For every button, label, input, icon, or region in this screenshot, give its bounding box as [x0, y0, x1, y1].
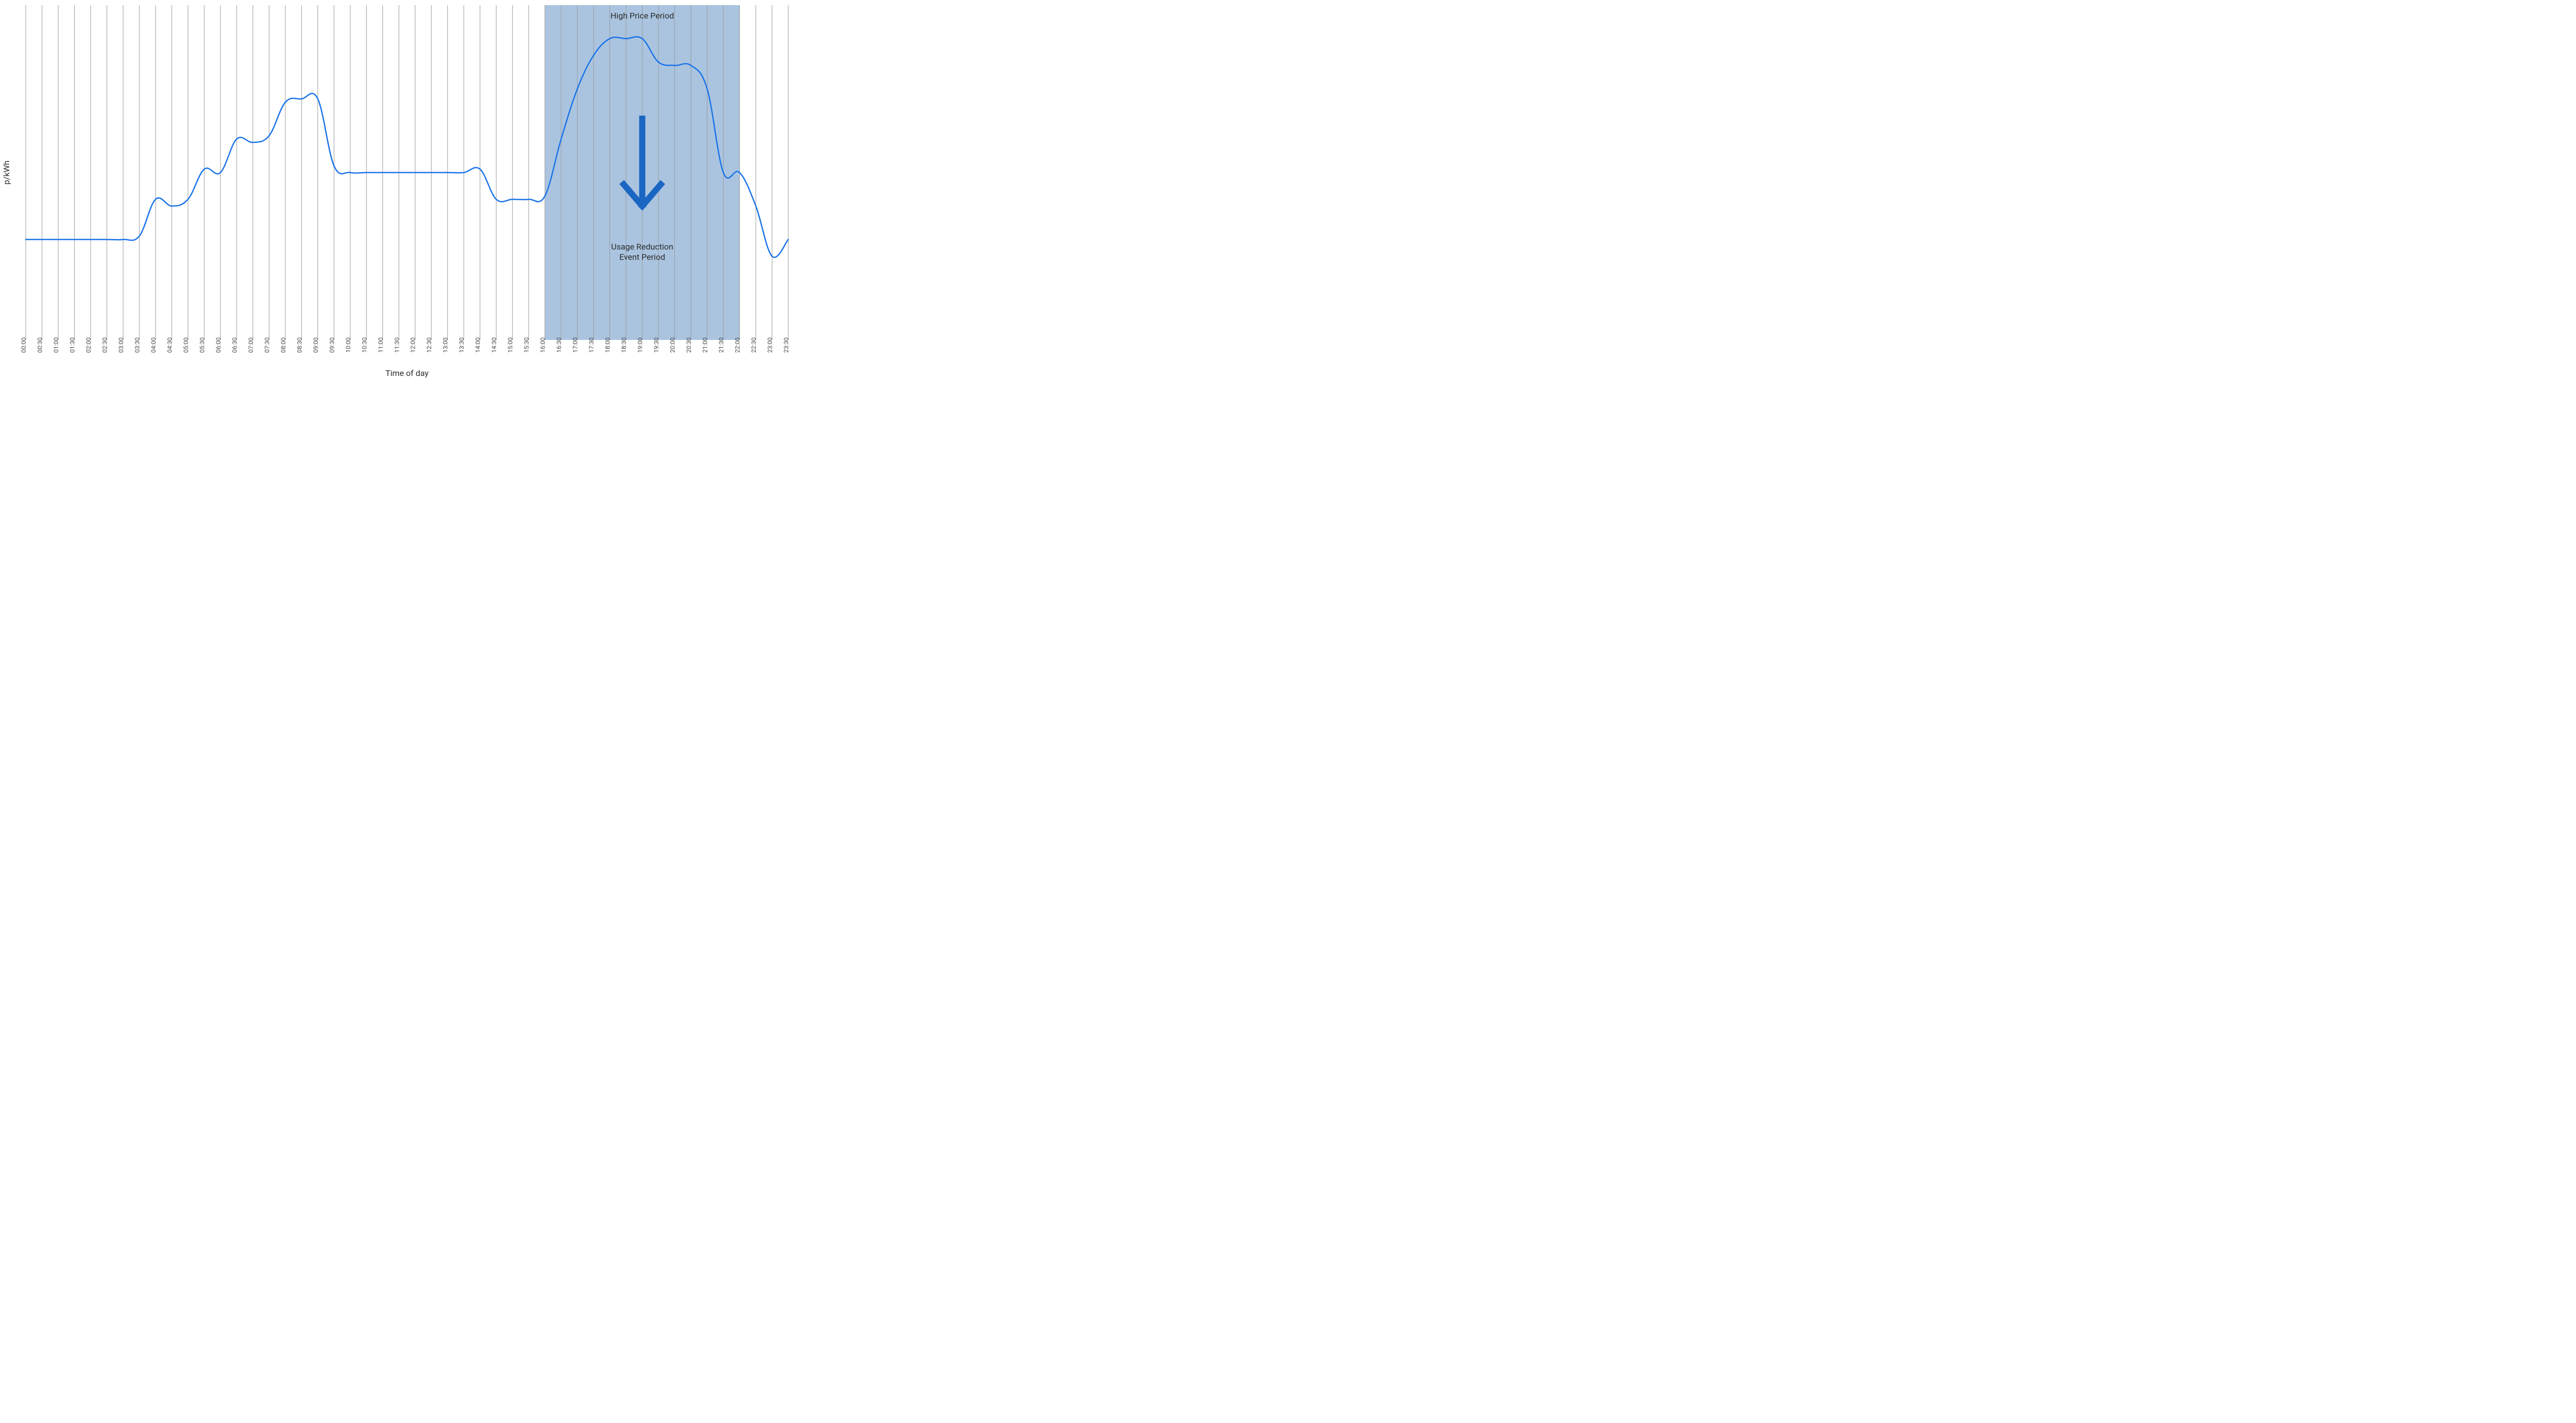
y-axis-label: p/kWh	[2, 161, 11, 185]
x-tick-label: 10:00	[345, 337, 352, 353]
x-tick-label: 05:00	[182, 337, 190, 353]
x-tick-label: 01:30	[69, 337, 76, 353]
x-tick-label: 08:00	[280, 337, 287, 353]
x-tick-label: 21:30	[718, 337, 725, 353]
x-tick-label: 09:00	[312, 337, 319, 353]
x-tick-label: 16:30	[555, 337, 563, 353]
x-tick-label: 17:30	[588, 337, 595, 353]
x-tick-label: 22:00	[734, 337, 741, 353]
x-tick-label: 11:30	[393, 337, 400, 353]
x-tick-label: 15:00	[507, 337, 514, 353]
x-tick-label: 20:30	[685, 337, 692, 353]
x-tick-label: 04:00	[150, 337, 157, 353]
x-tick-label: 00:30	[36, 337, 43, 353]
x-tick-label: 18:00	[604, 337, 612, 353]
x-tick-label: 06:30	[231, 337, 238, 353]
x-tick-label: 03:00	[117, 337, 125, 353]
x-tick-label: 02:00	[85, 337, 92, 353]
x-tick-label: 10:30	[361, 337, 368, 353]
x-axis-title: Time of day	[385, 368, 429, 378]
chart-svg: 00:00 00:30 01:00 01:30 02:00 02:30 03:00 03:30…	[0, 0, 793, 384]
x-tick-label: 23:30	[783, 337, 790, 353]
x-tick-label: 14:30	[490, 337, 498, 353]
x-tick-label: 23:00	[767, 337, 774, 353]
x-tick-label: 05:30	[198, 337, 206, 353]
x-tick-label: 02:30	[101, 337, 108, 353]
x-tick-label: 01:00	[53, 337, 60, 353]
x-tick-label: 17:00	[572, 337, 579, 353]
x-tick-label: 04:30	[166, 337, 173, 353]
x-tick-label: 19:00	[637, 337, 644, 353]
x-tick-label: 13:30	[458, 337, 465, 353]
x-tick-label: 03:30	[133, 337, 141, 353]
x-tick-label: 20:00	[669, 337, 676, 353]
x-tick-label: 11:00	[377, 337, 384, 353]
x-tick-label: 14:00	[474, 337, 482, 353]
usage-reduction-label-2: Event Period	[619, 252, 665, 262]
x-tick-label: 12:00	[410, 337, 417, 353]
high-price-label: High Price Period	[611, 11, 674, 21]
x-tick-label: 16:00	[539, 337, 547, 353]
x-tick-label: 13:00	[442, 337, 449, 353]
x-tick-label: 08:30	[296, 337, 303, 353]
usage-reduction-label-1: Usage Reduction	[611, 242, 673, 252]
x-tick-label: 19:30	[653, 337, 660, 353]
x-tick-label: 22:30	[750, 337, 757, 353]
x-tick-label: 00:00	[20, 337, 27, 353]
x-tick-label: 15:30	[523, 337, 530, 353]
x-tick-label: 12:30	[426, 337, 433, 353]
x-tick-label: 09:30	[328, 337, 335, 353]
x-tick-label: 21:00	[702, 337, 709, 353]
x-tick-label: 06:00	[215, 337, 222, 353]
x-tick-label: 18:30	[620, 337, 628, 353]
price-chart: 00:00 00:30 01:00 01:30 02:00 02:30 03:00 03:30…	[0, 0, 793, 384]
x-tick-label: 07:30	[263, 337, 270, 353]
x-tick-label: 07:00	[247, 337, 255, 353]
